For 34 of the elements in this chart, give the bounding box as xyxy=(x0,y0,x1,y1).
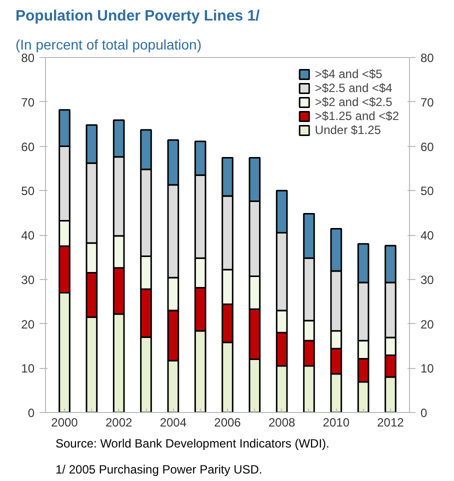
source-note: Source: World Bank Development Indicators (WDI). xyxy=(56,436,330,450)
legend-label: >$2.5 and <$4 xyxy=(314,81,392,95)
x-tick-label: 2010 xyxy=(322,416,350,430)
x-tick-label: 2004 xyxy=(160,416,187,430)
x-tick-label: 2008 xyxy=(268,416,296,430)
x-tick-label: 2002 xyxy=(105,416,133,430)
legend-label: >$1.25 and <$2 xyxy=(314,109,399,123)
y2-tick-label: 0 xyxy=(420,406,428,420)
y-tick-label: 40 xyxy=(21,228,35,242)
x-tick-label: 2012 xyxy=(377,416,404,430)
y2-tick-label: 30 xyxy=(420,272,434,287)
x-tick-label: 2000 xyxy=(51,416,78,430)
y2-tick-label: 70 xyxy=(420,95,434,110)
y2-tick-label: 40 xyxy=(420,228,434,242)
y2-tick-label: 20 xyxy=(420,317,434,332)
y-tick-label: 20 xyxy=(21,317,35,332)
y-tick-label: 10 xyxy=(21,362,35,376)
y-tick-label: 30 xyxy=(21,272,35,287)
x-tick-label: 2006 xyxy=(214,416,242,430)
legend-label: Under $1.25 xyxy=(314,123,381,137)
chart-title: Population Under Poverty Lines 1/ xyxy=(16,8,261,24)
y2-tick-label: 60 xyxy=(420,140,434,154)
chart-subtitle: (In percent of total population) xyxy=(16,36,202,52)
y-tick-label: 80 xyxy=(21,51,35,65)
y-tick-label: 60 xyxy=(21,140,35,154)
y-tick-label: 70 xyxy=(21,95,35,110)
legend-label: >$2 and <$2.5 xyxy=(314,95,392,109)
y-tick-label: 0 xyxy=(28,406,35,420)
legend-label: >$4 and <$5 xyxy=(314,67,382,81)
y2-tick-label: 50 xyxy=(420,184,434,198)
y-tick-label: 50 xyxy=(21,184,35,198)
text: 1/ 2005 Purchasing Power Parity USD. xyxy=(56,462,262,476)
y2-tick-label: 80 xyxy=(420,51,434,65)
y2-tick-label: 10 xyxy=(420,362,434,376)
